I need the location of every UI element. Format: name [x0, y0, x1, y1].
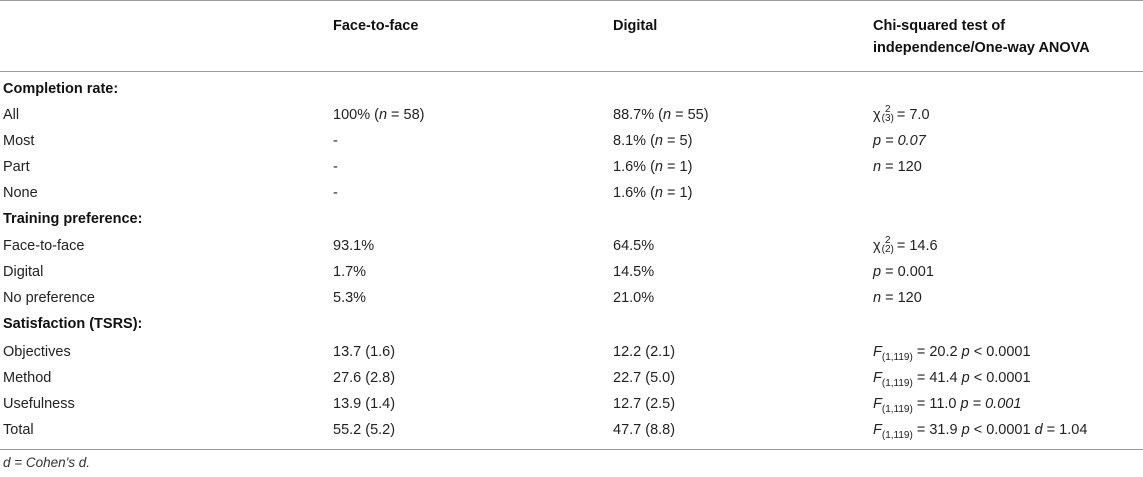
- cell-face-to-face: 1.7%: [333, 264, 367, 280]
- cell-face-to-face: 5.3%: [333, 290, 367, 306]
- cell-digital: 12.7 (2.5): [613, 396, 676, 412]
- cell-face-to-face: 100% (n = 58): [333, 107, 425, 123]
- table-row: None - 1.6% (n = 1): [0, 180, 1143, 206]
- cell-face-to-face: -: [333, 185, 338, 201]
- row-label: Part: [3, 159, 30, 175]
- cell-digital: 12.2 (2.1): [613, 344, 676, 360]
- cell-statistic: F(1,119) = 20.2 p < 0.0001: [873, 344, 1031, 363]
- header-rule: [0, 71, 1143, 72]
- cell-face-to-face: -: [333, 133, 338, 149]
- row-label: Objectives: [3, 344, 71, 360]
- cell-face-to-face: 55.2 (5.2): [333, 422, 396, 438]
- cell-digital: 1.6% (n = 1): [613, 159, 693, 175]
- row-label: Total: [3, 422, 34, 438]
- section-title: Training preference:: [3, 211, 143, 227]
- row-label: Usefulness: [3, 396, 75, 412]
- table-bottom-rule: [0, 449, 1143, 450]
- cell-statistic: F(1,119) = 41.4 p < 0.0001: [873, 370, 1031, 389]
- cell-face-to-face: -: [333, 159, 338, 175]
- table-row: Total 55.2 (5.2) 47.7 (8.8) F(1,119) = 3…: [0, 417, 1143, 443]
- cell-digital: 22.7 (5.0): [613, 370, 676, 386]
- table-row: Part - 1.6% (n = 1) n = 120: [0, 154, 1143, 180]
- table-row: Most - 8.1% (n = 5) p = 0.07: [0, 128, 1143, 154]
- cell-statistic: F(1,119) = 31.9 p < 0.0001 d = 1.04: [873, 422, 1088, 441]
- cell-digital: 21.0%: [613, 290, 655, 306]
- cell-statistic: χ 2 (3) = 7.0: [873, 104, 930, 125]
- section-heading-completion: Completion rate:: [0, 76, 1143, 102]
- cell-statistic: n = 120: [873, 159, 922, 175]
- cell-face-to-face: 27.6 (2.8): [333, 370, 396, 386]
- cell-digital: 14.5%: [613, 264, 655, 280]
- cell-statistic: n = 120: [873, 290, 922, 306]
- table-row: Method 27.6 (2.8) 22.7 (5.0) F(1,119) = …: [0, 365, 1143, 391]
- header-statistic-line2: independence/One-way ANOVA: [873, 40, 1090, 56]
- cell-face-to-face: 93.1%: [333, 238, 375, 254]
- section-title: Satisfaction (TSRS):: [3, 316, 143, 332]
- table-row: Digital 1.7% 14.5% p = 0.001: [0, 259, 1143, 285]
- table-row: Face-to-face 93.1% 64.5% χ 2 (2) = 14.6: [0, 233, 1143, 259]
- cell-face-to-face: 13.9 (1.4): [333, 396, 396, 412]
- cell-statistic: p = 0.07: [873, 133, 926, 149]
- cell-face-to-face: 13.7 (1.6): [333, 344, 396, 360]
- header-face-to-face: Face-to-face: [333, 18, 419, 34]
- cell-digital: 1.6% (n = 1): [613, 185, 693, 201]
- header-statistic-line1: Chi-squared test of: [873, 18, 1006, 34]
- table-row: Usefulness 13.9 (1.4) 12.7 (2.5) F(1,119…: [0, 391, 1143, 417]
- cell-statistic: p = 0.001: [873, 264, 934, 280]
- row-label: No preference: [3, 290, 95, 306]
- section-heading-satisfaction: Satisfaction (TSRS):: [0, 311, 1143, 337]
- row-label: Method: [3, 370, 52, 386]
- cell-statistic: F(1,119) = 11.0 p = 0.001: [873, 396, 1022, 415]
- footnote: d = Cohen's d.: [3, 455, 91, 470]
- table-row: All 100% (n = 58) 88.7% (n = 55) χ 2 (3) = …: [0, 102, 1143, 128]
- table-row: No preference 5.3% 21.0% n = 120: [0, 285, 1143, 311]
- cell-statistic: χ 2 (2) = 14.6: [873, 235, 938, 256]
- cell-digital: 88.7% (n = 55): [613, 107, 709, 123]
- section-title: Completion rate:: [3, 81, 119, 97]
- cell-digital: 64.5%: [613, 238, 655, 254]
- row-label: All: [3, 107, 20, 123]
- section-heading-training-preference: Training preference:: [0, 206, 1143, 232]
- row-label: Digital: [3, 264, 44, 280]
- cell-digital: 8.1% (n = 5): [613, 133, 693, 149]
- table-top-rule: [0, 0, 1143, 1]
- row-label: None: [3, 185, 38, 201]
- row-label: Most: [3, 133, 35, 149]
- row-label: Face-to-face: [3, 238, 85, 254]
- table-row: Objectives 13.7 (1.6) 12.2 (2.1) F(1,119…: [0, 339, 1143, 365]
- cell-digital: 47.7 (8.8): [613, 422, 676, 438]
- header-digital: Digital: [613, 18, 658, 34]
